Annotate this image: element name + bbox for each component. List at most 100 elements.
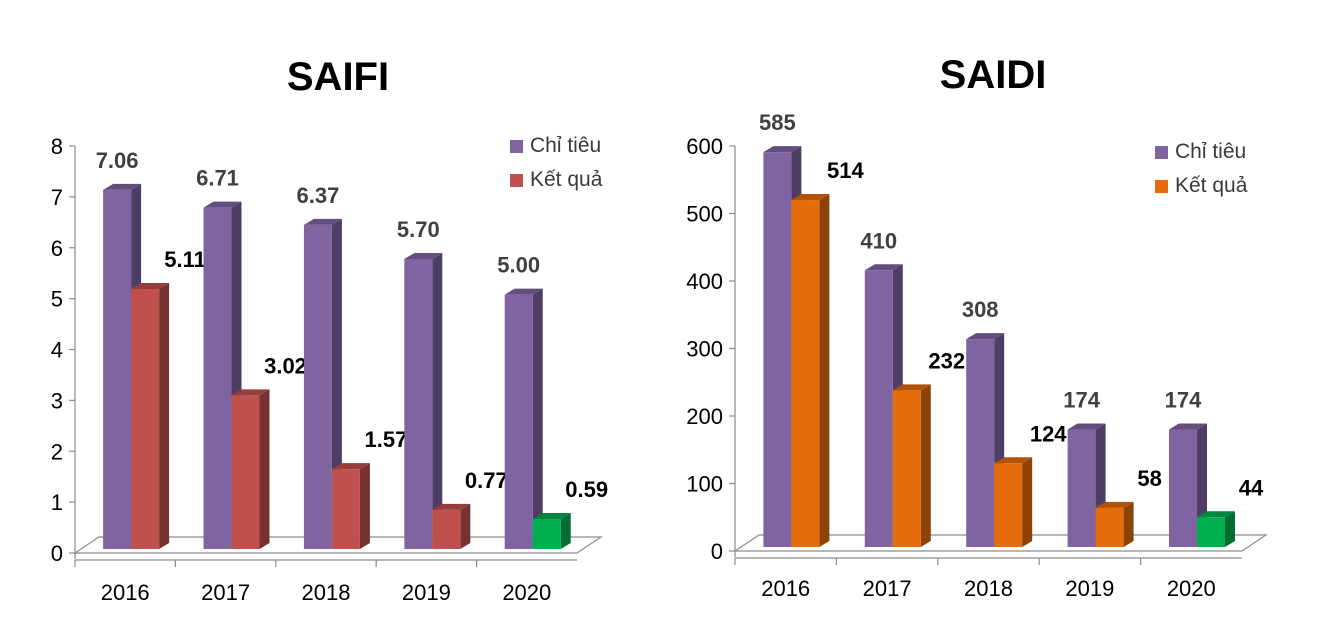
y-tick-label: 400	[686, 269, 723, 294]
bar-side	[159, 283, 170, 549]
bar-result-2017	[231, 389, 270, 549]
bar-target-2019	[404, 253, 443, 549]
y-tick-label: 100	[686, 472, 723, 497]
bar-top	[763, 146, 802, 153]
bar-result-2020	[1196, 511, 1235, 547]
bar-side	[460, 503, 471, 549]
data-label: 585	[759, 110, 796, 135]
bar-front	[131, 289, 160, 549]
bar-top	[103, 183, 142, 190]
chart-title: SAIFI	[287, 55, 389, 99]
data-label: 7.06	[96, 148, 139, 173]
bar-front	[532, 518, 561, 549]
x-tick-label: 2017	[863, 576, 912, 601]
data-label: 3.02	[264, 353, 307, 378]
bar-side	[1022, 457, 1033, 547]
bar-front	[994, 463, 1023, 547]
data-label: 410	[860, 228, 897, 253]
bar-front	[504, 294, 533, 549]
bar-top	[864, 264, 903, 271]
data-label: 5.00	[497, 253, 540, 278]
bar-side	[532, 288, 543, 549]
legend-label: Kết quả	[530, 168, 603, 191]
data-label: 0.77	[465, 468, 508, 493]
bar-front	[103, 189, 132, 549]
chart-title: SAIDI	[940, 53, 1047, 97]
bar-result-2017	[892, 384, 931, 547]
bar-side	[432, 253, 443, 549]
bar-front	[1196, 517, 1225, 547]
data-label: 1.57	[364, 427, 407, 452]
bar-top	[131, 283, 170, 290]
legend-label: Kết quả	[1175, 174, 1248, 197]
data-label: 514	[827, 158, 864, 183]
y-tick-label: 5	[51, 287, 63, 312]
x-tick-label: 2016	[101, 580, 150, 605]
bar-front	[791, 200, 820, 548]
legend-swatch	[1155, 146, 1168, 159]
bar-top	[994, 457, 1033, 464]
x-tick-label: 2020	[502, 580, 551, 605]
bar-side	[920, 384, 931, 547]
x-tick-label: 2018	[302, 580, 351, 605]
bar-front	[864, 270, 893, 547]
bar-result-2018	[331, 463, 370, 549]
y-tick-label: 0	[51, 541, 63, 566]
bar-front	[1168, 429, 1197, 547]
legend-label: Chỉ tiêu	[1175, 140, 1246, 163]
bar-top	[504, 288, 543, 295]
legend-swatch	[510, 174, 523, 187]
legend-swatch	[510, 140, 523, 153]
bar-top	[203, 201, 242, 208]
data-label: 44	[1239, 475, 1264, 500]
bar-side	[819, 194, 830, 548]
x-tick-label: 2020	[1167, 576, 1216, 601]
data-label: 308	[962, 297, 999, 322]
bar-side	[259, 389, 270, 549]
bar-top	[231, 389, 270, 396]
bar-front	[763, 152, 792, 547]
bar-result-2016	[791, 194, 830, 548]
bar-side	[560, 512, 571, 549]
y-tick-label: 0	[711, 539, 723, 564]
bar-top	[432, 503, 471, 510]
y-tick-label: 200	[686, 404, 723, 429]
bar-front	[892, 390, 921, 547]
data-label: 58	[1137, 466, 1161, 491]
y-tick-label: 300	[686, 337, 723, 362]
legend-swatch	[1155, 180, 1168, 193]
bar-top	[532, 512, 571, 519]
x-tick-label: 2019	[1065, 576, 1114, 601]
bar-top	[966, 333, 1005, 340]
bar-top	[1067, 423, 1106, 430]
y-tick-label: 3	[51, 388, 63, 413]
bar-front	[203, 207, 232, 549]
bar-front	[303, 224, 332, 549]
bar-top	[331, 463, 370, 470]
bar-result-2019	[432, 503, 471, 549]
x-tick-label: 2019	[402, 580, 451, 605]
bar-front	[231, 395, 260, 549]
floor-plane	[733, 534, 1268, 552]
bar-top	[404, 253, 443, 260]
bar-front	[404, 259, 433, 549]
bar-result-2016	[131, 283, 170, 549]
data-label: 6.37	[296, 183, 339, 208]
floor-plane	[73, 536, 603, 554]
y-tick-label: 6	[51, 236, 63, 261]
bar-top	[303, 218, 342, 225]
x-tick-label: 2018	[964, 576, 1013, 601]
bar-top	[1168, 423, 1207, 430]
y-tick-label: 7	[51, 185, 63, 210]
bar-front	[1095, 507, 1124, 547]
data-label: 5.11	[164, 247, 206, 272]
chart-saifi: SAIFI 0 1 2 3 4 5 6 7 8 2016 7.06 5.11 2017 6.71 3.02 20…	[51, 55, 608, 605]
data-label: 6.71	[196, 166, 239, 191]
bar-result-2020	[532, 512, 571, 549]
bar-front	[432, 509, 461, 549]
y-tick-label: 4	[51, 338, 63, 363]
data-label: 124	[1030, 421, 1067, 446]
bar-front	[1067, 429, 1096, 547]
y-tick-label: 500	[686, 202, 723, 227]
legend-label: Chỉ tiêu	[530, 134, 601, 157]
